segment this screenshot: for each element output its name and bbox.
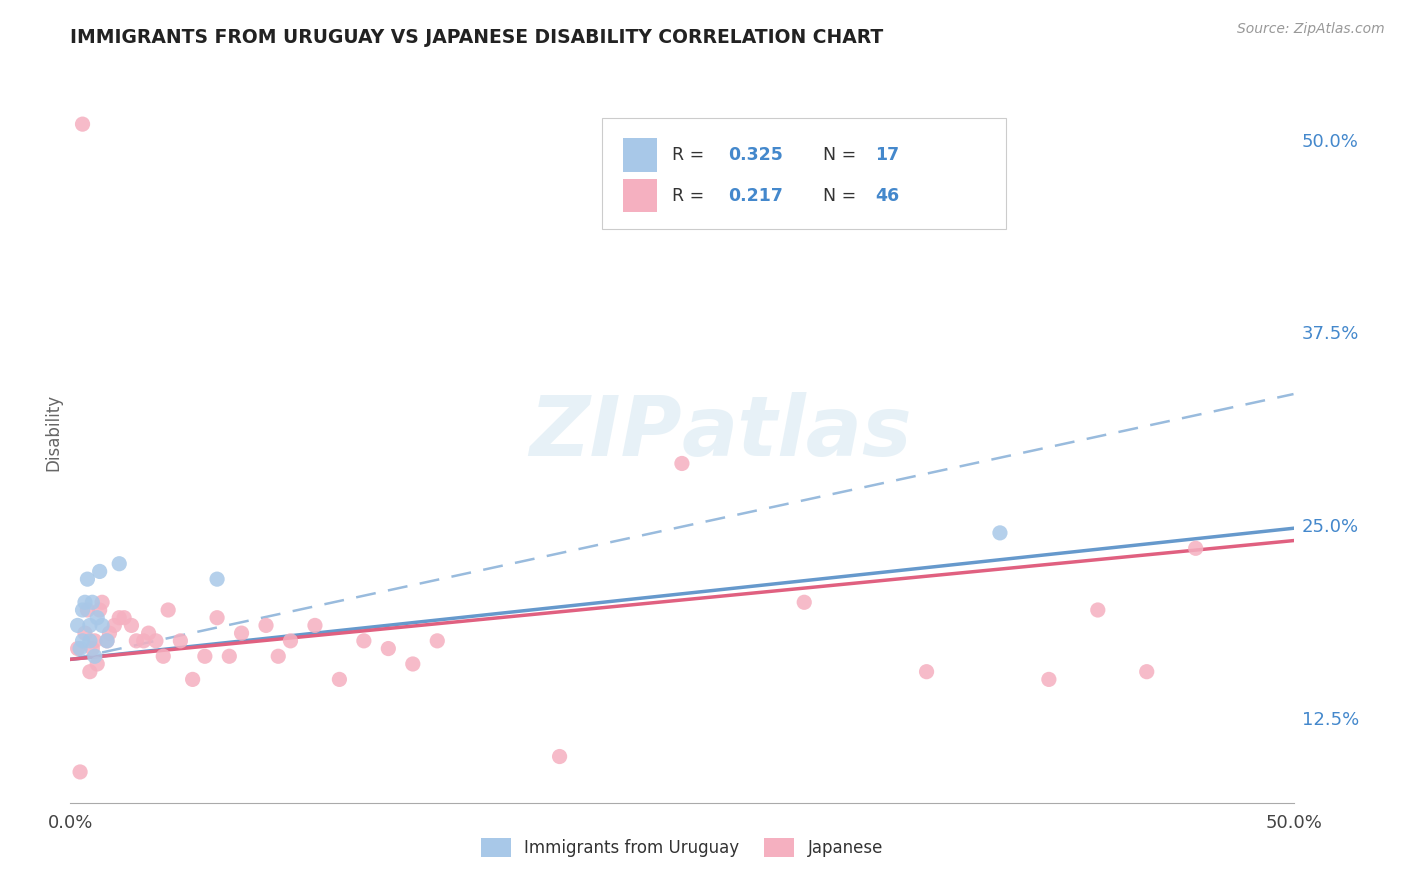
Text: atlas: atlas bbox=[682, 392, 912, 473]
Point bbox=[194, 649, 217, 664]
Point bbox=[267, 649, 290, 664]
Y-axis label: Disability: Disability bbox=[44, 394, 62, 471]
Legend: Immigrants from Uruguay, Japanese: Immigrants from Uruguay, Japanese bbox=[481, 838, 883, 857]
Point bbox=[79, 618, 101, 632]
Point bbox=[169, 633, 191, 648]
Point bbox=[793, 595, 815, 609]
Point bbox=[671, 457, 693, 471]
Point bbox=[86, 611, 108, 625]
Point bbox=[205, 572, 228, 586]
Point bbox=[72, 603, 94, 617]
Point bbox=[353, 633, 375, 648]
Point bbox=[76, 603, 98, 617]
Point bbox=[72, 633, 94, 648]
Point bbox=[66, 641, 89, 656]
Point bbox=[79, 633, 101, 648]
Text: 0.217: 0.217 bbox=[728, 186, 783, 204]
Text: IMMIGRANTS FROM URUGUAY VS JAPANESE DISABILITY CORRELATION CHART: IMMIGRANTS FROM URUGUAY VS JAPANESE DISA… bbox=[70, 28, 883, 47]
Point bbox=[76, 572, 98, 586]
Point bbox=[548, 749, 571, 764]
Text: R =: R = bbox=[672, 186, 710, 204]
Point bbox=[121, 618, 143, 632]
FancyBboxPatch shape bbox=[623, 138, 658, 171]
Point bbox=[1136, 665, 1159, 679]
Point bbox=[125, 633, 148, 648]
Point bbox=[89, 603, 111, 617]
Point bbox=[1087, 603, 1109, 617]
Point bbox=[181, 673, 204, 687]
Text: 0.325: 0.325 bbox=[728, 146, 783, 164]
Point bbox=[103, 618, 125, 632]
Point bbox=[915, 665, 938, 679]
Text: N =: N = bbox=[823, 186, 862, 204]
Point bbox=[66, 618, 89, 632]
Point bbox=[112, 611, 135, 625]
Point bbox=[73, 626, 96, 640]
Point bbox=[73, 595, 96, 609]
Point bbox=[218, 649, 240, 664]
Point bbox=[205, 611, 228, 625]
Point bbox=[108, 611, 131, 625]
Point bbox=[377, 641, 399, 656]
Point bbox=[145, 633, 167, 648]
Point bbox=[79, 665, 101, 679]
Point bbox=[254, 618, 277, 632]
Text: R =: R = bbox=[672, 146, 710, 164]
FancyBboxPatch shape bbox=[602, 118, 1007, 229]
Point bbox=[402, 657, 425, 671]
FancyBboxPatch shape bbox=[623, 179, 658, 212]
Point bbox=[69, 641, 91, 656]
Point bbox=[138, 626, 160, 640]
Point bbox=[426, 633, 449, 648]
Point bbox=[82, 641, 104, 656]
Point bbox=[1184, 541, 1206, 556]
Text: N =: N = bbox=[823, 146, 862, 164]
Point bbox=[69, 764, 91, 779]
Point bbox=[152, 649, 174, 664]
Point bbox=[988, 525, 1011, 540]
Point bbox=[83, 649, 105, 664]
Point bbox=[328, 673, 350, 687]
Text: 17: 17 bbox=[875, 146, 900, 164]
Point bbox=[96, 633, 118, 648]
Point bbox=[1038, 673, 1060, 687]
Point bbox=[83, 633, 105, 648]
Point bbox=[96, 633, 118, 648]
Point bbox=[72, 117, 94, 131]
Point bbox=[91, 595, 114, 609]
Text: Source: ZipAtlas.com: Source: ZipAtlas.com bbox=[1237, 22, 1385, 37]
Point bbox=[86, 657, 108, 671]
Point bbox=[89, 565, 111, 579]
Point bbox=[98, 626, 121, 640]
Text: ZIP: ZIP bbox=[529, 392, 682, 473]
Point bbox=[132, 633, 155, 648]
Text: 46: 46 bbox=[875, 186, 900, 204]
Point bbox=[231, 626, 253, 640]
Point bbox=[157, 603, 180, 617]
Point bbox=[304, 618, 326, 632]
Point bbox=[108, 557, 131, 571]
Point bbox=[280, 633, 302, 648]
Point bbox=[82, 595, 104, 609]
Point bbox=[91, 618, 114, 632]
